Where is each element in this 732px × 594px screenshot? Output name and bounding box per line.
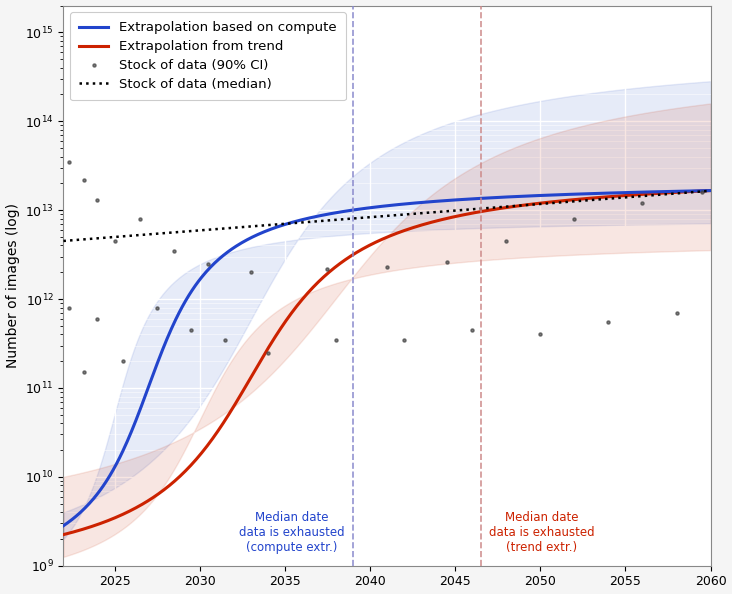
Extrapolation based on compute (59, 522, 68, 529)
Extrapolation from trend (706, 187, 715, 194)
Extrapolation based on compute (441, 197, 449, 204)
Extrapolation from trend (173, 475, 182, 482)
Point (117, 356, 129, 366)
Point (185, 325, 197, 334)
Text: Median date
data is exhausted
(trend extr.): Median date data is exhausted (trend ext… (489, 511, 595, 554)
Extrapolation from trend (441, 216, 449, 223)
Extrapolation based on compute (225, 247, 234, 254)
Stock of data (median) (673, 189, 682, 197)
Extrapolation based on compute (706, 187, 715, 194)
Legend: Extrapolation based on compute, Extrapolation from trend, Stock of data (90% CI): Extrapolation based on compute, Extrapol… (70, 12, 346, 100)
Point (92, 314, 103, 324)
Stock of data (90% CI) (63, 157, 75, 166)
Stock of data (90% CI) (108, 236, 120, 246)
Stock of data (median) (85, 235, 94, 242)
Stock of data (90% CI) (245, 267, 257, 277)
Stock of data (median) (706, 187, 715, 194)
Extrapolation based on compute (546, 191, 555, 198)
Stock of data (90% CI) (134, 214, 146, 223)
Point (534, 330, 546, 339)
Stock of data (90% CI) (202, 259, 214, 268)
Stock of data (90% CI) (321, 264, 333, 273)
Stock of data (90% CI) (569, 214, 580, 223)
Extrapolation from trend (546, 198, 555, 206)
Extrapolation based on compute (352, 206, 361, 213)
Extrapolation from trend (491, 206, 500, 213)
Stock of data (90% CI) (696, 187, 708, 197)
Point (602, 317, 614, 327)
Stock of data (90% CI) (78, 175, 90, 184)
Point (78, 368, 90, 377)
Stock of data (median) (98, 235, 107, 242)
Point (466, 325, 478, 334)
Point (330, 335, 342, 345)
Point (220, 335, 231, 345)
Extrapolation from trend (225, 409, 234, 416)
Point (671, 308, 682, 318)
Stock of data (median) (59, 238, 68, 245)
Line: Stock of data (median): Stock of data (median) (64, 191, 711, 241)
Extrapolation from trend (352, 249, 361, 256)
Point (398, 335, 410, 345)
Stock of data (90% CI) (92, 195, 103, 205)
Line: Extrapolation based on compute: Extrapolation based on compute (64, 191, 711, 526)
Stock of data (median) (179, 228, 188, 235)
Stock of data (90% CI) (501, 236, 512, 246)
Extrapolation from trend (59, 531, 68, 538)
Stock of data (90% CI) (168, 246, 180, 255)
Point (262, 348, 274, 358)
Y-axis label: Number of images (log): Number of images (log) (6, 203, 20, 368)
Point (63, 303, 75, 312)
Stock of data (90% CI) (441, 257, 452, 267)
Stock of data (90% CI) (637, 198, 649, 208)
Point (152, 303, 163, 312)
Text: Median date
data is exhausted
(compute extr.): Median date data is exhausted (compute e… (239, 511, 345, 554)
Stock of data (90% CI) (381, 262, 393, 271)
Stock of data (median) (231, 224, 240, 231)
Line: Extrapolation from trend: Extrapolation from trend (64, 191, 711, 535)
Extrapolation based on compute (173, 311, 182, 318)
Extrapolation based on compute (491, 194, 500, 201)
Stock of data (median) (651, 191, 660, 198)
